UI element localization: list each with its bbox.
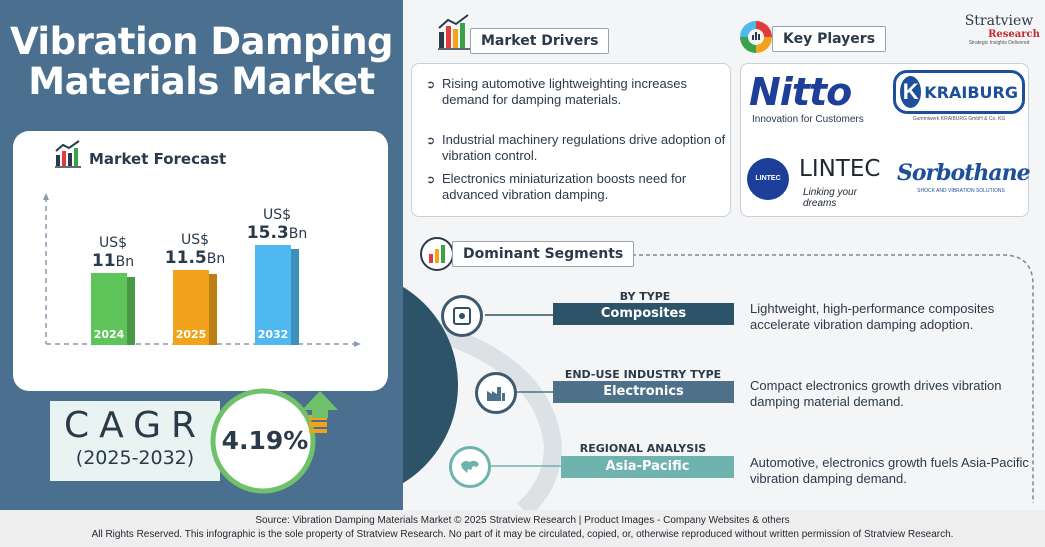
bar-face: [173, 270, 209, 345]
title-line-2: Materials Market: [28, 60, 375, 103]
key-players-icon: [738, 19, 774, 60]
kraiburg-tagline: Gummiwerk KRAIBURG GmbH & Co. KG: [912, 116, 1006, 122]
growth-arrow-icon: [302, 391, 338, 418]
key-players-heading: Key Players: [772, 26, 887, 52]
bar-face: [91, 273, 127, 345]
bar-face: [255, 245, 291, 345]
bar-amount: 11Bn: [77, 252, 149, 271]
segment-category-region: REGIONAL ANALYSIS: [579, 442, 707, 455]
bar-currency: US$: [262, 207, 292, 223]
cagr-period: (2025-2032): [75, 447, 195, 469]
players-panel: Nitto Innovation for Customers K KRAIBUR…: [740, 63, 1031, 217]
forecast-bar-2024: 2024: [91, 273, 135, 345]
bar-side: [209, 274, 217, 345]
kraiburg-mark: K: [900, 76, 922, 108]
nitto-logo: Nitto Innovation for Customers: [749, 70, 875, 125]
segment-value-region: Asia-Pacific: [561, 456, 734, 478]
forecast-chart-icon: [53, 139, 83, 174]
segment-category-type: BY TYPE: [619, 290, 671, 303]
forecast-card: Market Forecast 2024 US$ 11Bn 2025 US$ 11.5Bn…: [13, 131, 388, 391]
bar-value-label-2024: US$ 11Bn: [77, 235, 149, 271]
footer-source: Source: Vibration Damping Materials Mark…: [255, 515, 790, 526]
type-segment-icon: [441, 295, 483, 337]
bar-value-label-2025: US$ 11.5Bn: [159, 232, 231, 268]
drivers-panel: ➲ Rising automotive lightweighting increa…: [411, 63, 731, 217]
forecast-bar-2032: 2032: [255, 245, 299, 345]
kraiburg-logo: K KRAIBURG Gummiwerk KRAIBURG GmbH & Co.…: [893, 70, 1025, 122]
lintec-tagline: Linking your dreams: [803, 187, 857, 209]
driver-arrow-icon: ➲: [426, 135, 436, 147]
footer-rights: All Rights Reserved. This infographic is…: [91, 529, 954, 540]
bar-amount: 11.5Bn: [159, 249, 231, 268]
bar-year-label: 2025: [175, 328, 207, 341]
nitto-tagline: Innovation for Customers: [752, 114, 864, 125]
driver-arrow-icon: ➲: [426, 79, 436, 91]
drivers-heading: Market Drivers: [470, 28, 610, 54]
forecast-bar-2025: 2025: [173, 270, 217, 345]
driver-item: ➲ Industrial machinery regulations drive …: [426, 132, 726, 163]
segment-desc-industry: Compact electronics growth drives vibrat…: [750, 378, 1002, 409]
sorbothane-logo: Sorbothane SHOCK AND VIBRATION SOLUTIONS: [897, 160, 1031, 194]
bar-currency: US$: [98, 235, 128, 251]
bar-amount-number: 15.3: [246, 223, 289, 243]
nitto-name: Nitto: [749, 70, 852, 114]
forecast-heading: Market Forecast: [89, 150, 227, 168]
driver-item: ➲ Rising automotive lightweighting increa…: [426, 76, 687, 107]
region-segment-icon: [449, 446, 491, 488]
segments-heading: Dominant Segments: [452, 241, 635, 267]
bar-currency: US$: [180, 232, 210, 248]
sorbothane-name: Sorbothane: [897, 160, 1031, 186]
driver-item: ➲ Electronics miniaturization boosts need…: [426, 171, 687, 202]
segment-value-type: Composites: [553, 303, 734, 325]
bar-value-label-2032: US$ 15.3Bn: [241, 207, 313, 243]
segments-icon: [419, 236, 455, 277]
drivers-chart-icon: [436, 14, 472, 57]
brand-tagline: Strategic Insights Delivered: [968, 40, 1030, 46]
bar-side: [127, 277, 135, 345]
lintec-name: LINTEC: [799, 156, 881, 182]
bar-amount-unit: Bn: [206, 251, 226, 267]
bar-amount-number: 11.5: [164, 248, 207, 268]
segment-desc-region: Automotive, electronics growth fuels Asi…: [750, 455, 1029, 486]
stratview-logo: Stratview Research Strategic Insights De…: [956, 14, 1042, 47]
brand-name: Stratview: [964, 13, 1034, 29]
cagr-box: CAGR (2025-2032): [50, 401, 220, 481]
bar-amount-unit: Bn: [115, 254, 135, 270]
lintec-badge: LINTEC: [747, 158, 789, 200]
bar-amount-unit: Bn: [288, 226, 308, 242]
bar-side: [291, 249, 299, 345]
industry-segment-icon: [475, 372, 517, 414]
driver-arrow-icon: ➲: [426, 174, 436, 186]
lintec-logo: LINTEC LINTEC Linking your dreams: [747, 154, 887, 210]
footer: Source: Vibration Damping Materials Mark…: [0, 510, 1045, 547]
bar-year-label: 2024: [93, 328, 125, 341]
kraiburg-name: KRAIBURG: [924, 82, 1018, 102]
sorbothane-tagline: SHOCK AND VIBRATION SOLUTIONS: [917, 188, 1005, 194]
forecast-bars: 2024 US$ 11Bn 2025 US$ 11.5Bn 2032 US$ 15.3Bn: [73, 131, 353, 345]
segment-value-industry: Electronics: [553, 381, 734, 403]
brand-sub: Research: [988, 29, 1040, 40]
bar-amount: 15.3Bn: [241, 224, 313, 243]
segments-decoration: [403, 254, 1034, 510]
bar-year-label: 2032: [257, 328, 289, 341]
cagr-label: CAGR: [63, 405, 207, 446]
cagr-value: 4.19%: [221, 426, 309, 455]
title-line-1: Vibration Damping: [9, 20, 394, 63]
bar-amount-number: 11: [91, 251, 116, 271]
page-title: Vibration Damping Materials Market: [0, 22, 403, 102]
segment-desc-type: Lightweight, high-performance composites…: [750, 301, 995, 332]
segment-category-industry: END-USE INDUSTRY TYPE: [564, 368, 722, 381]
